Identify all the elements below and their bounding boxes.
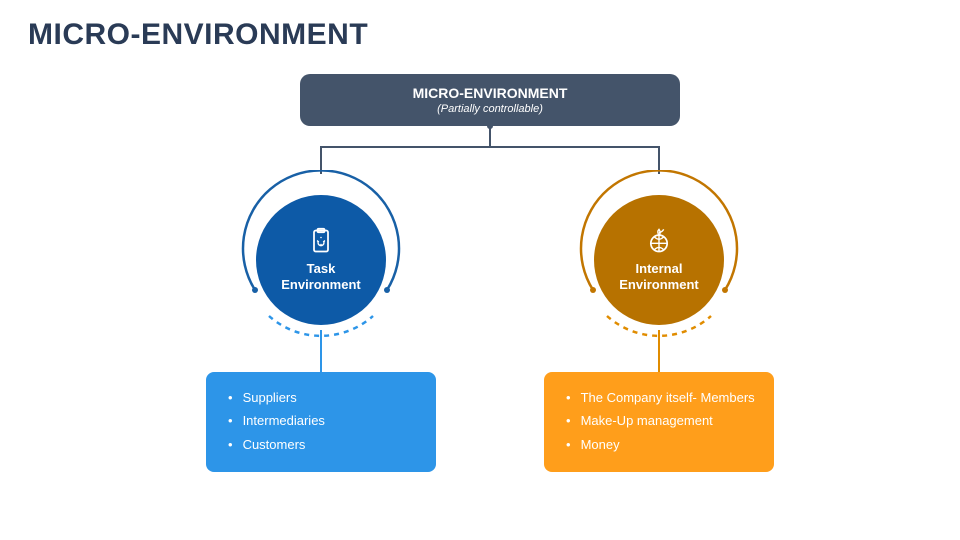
list-item: Suppliers: [228, 386, 418, 409]
internal-environment-list: The Company itself- Members Make-Up mana…: [544, 372, 774, 472]
internal-environment-circle: Internal Environment: [594, 195, 724, 325]
connector: [320, 146, 660, 148]
clipboard-icon: [307, 227, 335, 255]
root-node: MICRO-ENVIRONMENT (Partially controllabl…: [300, 74, 680, 126]
connector: [658, 330, 660, 372]
list-item: Intermediaries: [228, 409, 418, 432]
circle-label: Task Environment: [281, 261, 360, 292]
connector: [489, 126, 491, 146]
list-item: Make-Up management: [566, 409, 756, 432]
circle-label: Internal Environment: [619, 261, 698, 292]
root-subtitle: (Partially controllable): [300, 103, 680, 115]
list-item: Money: [566, 433, 756, 456]
task-environment-circle: Task Environment: [256, 195, 386, 325]
connector: [320, 330, 322, 372]
task-environment-node: Task Environment: [231, 170, 411, 350]
task-environment-list: Suppliers Intermediaries Customers: [206, 372, 436, 472]
list-item: The Company itself- Members: [566, 386, 756, 409]
root-title: MICRO-ENVIRONMENT: [300, 85, 680, 101]
internal-environment-node: Internal Environment: [569, 170, 749, 350]
list-item: Customers: [228, 433, 418, 456]
globe-icon: [645, 227, 673, 255]
slide-title: MICRO-ENVIRONMENT: [28, 18, 368, 52]
